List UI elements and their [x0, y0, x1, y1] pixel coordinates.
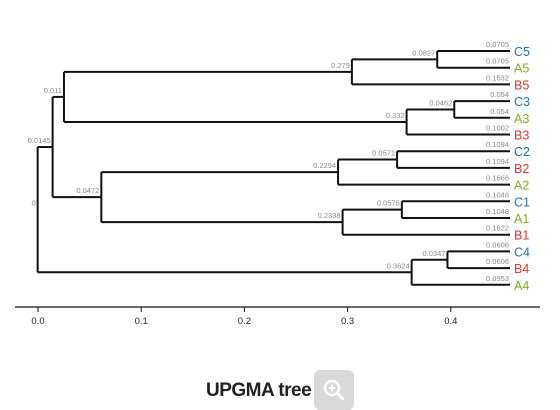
tip-label: B5 — [514, 78, 529, 92]
node-label: 0.0575 — [377, 199, 400, 208]
branch-length-label: 0.0606 — [486, 257, 509, 266]
branch-length-label: 0.1002 — [486, 124, 509, 133]
node-label: 0.2294 — [313, 161, 336, 170]
branch-length-label: 0.1094 — [486, 140, 509, 149]
x-axis-tick-label: 0.3 — [341, 316, 354, 327]
dendrogram: 0.0827 0.279 0.0462 0.332 0.011 0.0571 0.2294 0… — [15, 40, 540, 327]
node-label: 0.0827 — [412, 48, 435, 57]
x-axis-tick-label: 0.2 — [238, 316, 251, 327]
branch-length-label: 0.0705 — [486, 40, 509, 49]
branch-length-label: 0.1048 — [486, 207, 509, 216]
tip-label: B3 — [514, 129, 529, 143]
branch-length-label: 0.1532 — [486, 73, 509, 82]
node-label: 0.3624 — [387, 261, 410, 270]
node-label: 0 — [31, 199, 35, 208]
branch-length-label: 0.1048 — [486, 190, 509, 199]
node-label: 0.2338 — [318, 211, 341, 220]
branch-length-label: 0.0606 — [486, 240, 509, 249]
x-axis-tick-label: 0.4 — [444, 316, 457, 327]
node-label: 0.0571 — [372, 149, 395, 158]
branch-length-label: 0.1666 — [486, 174, 509, 183]
node-label: 0.0145 — [28, 136, 51, 145]
dendrogram-svg: 0.0827 0.279 0.0462 0.332 0.011 0.0571 0.2294 0… — [15, 40, 540, 327]
zoom-in-icon — [323, 379, 345, 401]
tip-label: A4 — [514, 279, 529, 293]
node-label: 0.0462 — [429, 98, 452, 107]
node-label: 0.011 — [44, 86, 62, 95]
tip-label: C4 — [514, 245, 530, 259]
tip-label: A2 — [514, 179, 529, 193]
tip-label: A3 — [514, 112, 529, 126]
tip-label: A1 — [514, 212, 529, 226]
node-label: 0.0472 — [76, 186, 99, 195]
branch-length-label: 0.054 — [490, 107, 509, 116]
node-label: 0.0347 — [423, 249, 446, 258]
tip-label: B4 — [514, 262, 529, 276]
footer: UPGMA tree — [0, 366, 560, 410]
node-label: 0.279 — [331, 61, 350, 70]
zoom-in-button[interactable] — [314, 370, 354, 410]
tip-label: B1 — [514, 229, 529, 243]
branch-length-label: 0.054 — [490, 90, 509, 99]
node-label: 0.332 — [386, 111, 405, 120]
tip-label: B2 — [514, 162, 529, 176]
x-axis-tick-label: 0.1 — [135, 316, 148, 327]
tip-label: C2 — [514, 145, 530, 159]
branch-length-label: 0.1622 — [486, 224, 509, 233]
tip-label: C5 — [514, 45, 530, 59]
tip-label: A5 — [514, 62, 529, 76]
tip-label: C1 — [514, 195, 530, 209]
branch-length-label: 0.1094 — [486, 157, 509, 166]
tree-caption: UPGMA tree — [206, 380, 312, 401]
branch-length-label: 0.0953 — [486, 274, 509, 283]
x-axis-tick-label: 0.0 — [31, 316, 44, 327]
tip-label: C3 — [514, 95, 530, 109]
branch-length-label: 0.0705 — [486, 57, 509, 66]
